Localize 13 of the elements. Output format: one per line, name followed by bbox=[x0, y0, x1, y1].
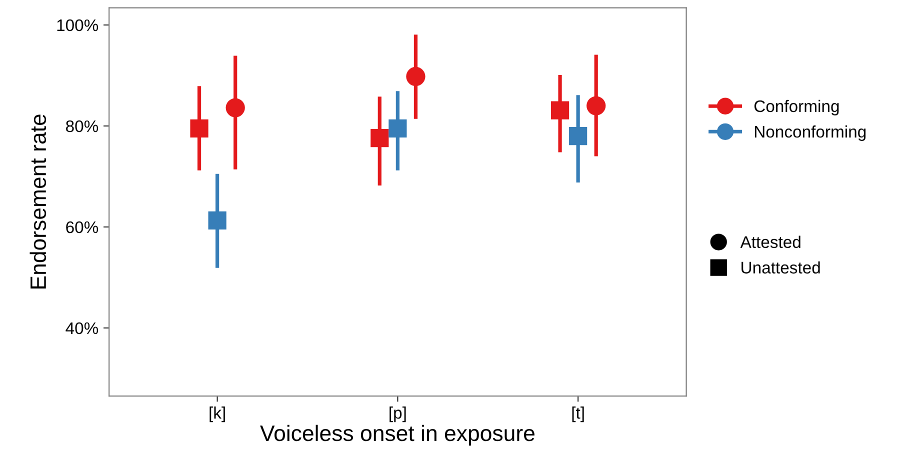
legend-label: Unattested bbox=[742, 261, 820, 274]
y-tick-label: 40% bbox=[66, 322, 98, 334]
x-tick-label: [p] bbox=[390, 406, 406, 422]
legend-label: Nonconforming bbox=[754, 125, 866, 141]
y-axis-title: Endorsement rate bbox=[30, 114, 46, 288]
legend-label: Conforming bbox=[754, 100, 839, 116]
y-tick-label: 100% bbox=[57, 19, 98, 32]
y-tick-label: 80% bbox=[66, 120, 98, 132]
x-tick-label: [t] bbox=[572, 406, 584, 422]
x-axis-title: Voiceless onset in exposure bbox=[260, 424, 534, 446]
legend-label: Attested bbox=[740, 236, 800, 248]
x-tick-label: [k] bbox=[210, 406, 225, 422]
y-tick-label: 60% bbox=[66, 221, 98, 234]
